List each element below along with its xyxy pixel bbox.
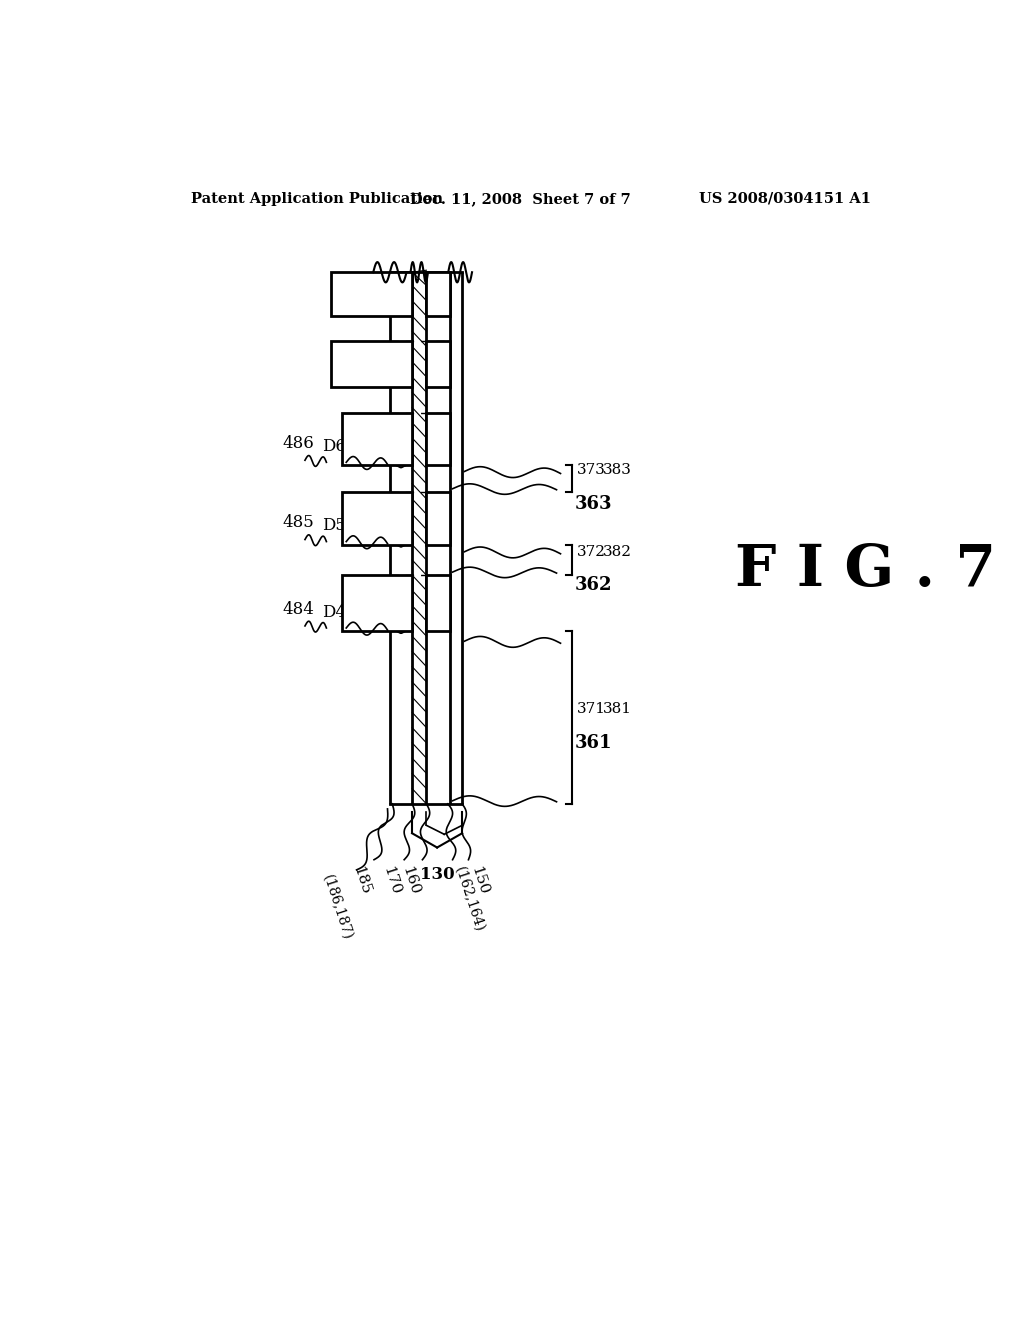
Bar — [426, 492, 451, 545]
Bar — [342, 576, 412, 631]
Text: 363: 363 — [574, 495, 612, 513]
Bar — [342, 492, 412, 545]
Text: 372: 372 — [577, 545, 605, 558]
Bar — [331, 342, 412, 387]
Bar — [426, 342, 451, 387]
Bar — [426, 272, 451, 315]
Text: Dec. 11, 2008  Sheet 7 of 7: Dec. 11, 2008 Sheet 7 of 7 — [410, 191, 631, 206]
Text: Patent Application Publication: Patent Application Publication — [191, 191, 443, 206]
Bar — [426, 413, 451, 466]
Bar — [331, 272, 412, 315]
Text: F I G . 7: F I G . 7 — [735, 543, 996, 598]
Text: (186,187): (186,187) — [321, 873, 355, 942]
Bar — [426, 576, 451, 631]
Text: 484: 484 — [283, 601, 314, 618]
Text: 362: 362 — [574, 577, 612, 594]
Text: D6: D6 — [323, 438, 346, 455]
Text: 185: 185 — [350, 865, 373, 896]
Text: 371: 371 — [577, 702, 605, 717]
Text: US 2008/0304151 A1: US 2008/0304151 A1 — [699, 191, 871, 206]
Text: 150: 150 — [468, 865, 490, 896]
Text: 486: 486 — [283, 436, 314, 453]
Text: D5: D5 — [323, 517, 346, 535]
Bar — [342, 413, 412, 466]
Text: 170: 170 — [380, 865, 402, 896]
Text: D4: D4 — [323, 603, 346, 620]
Text: 381: 381 — [602, 702, 632, 717]
Text: (162,164): (162,164) — [452, 865, 486, 933]
Text: 383: 383 — [602, 463, 632, 478]
Text: 485: 485 — [283, 515, 314, 532]
Text: 361: 361 — [574, 734, 612, 752]
Text: 373: 373 — [577, 463, 605, 478]
Text: 160: 160 — [399, 865, 422, 898]
Text: 130: 130 — [420, 866, 455, 883]
Text: 382: 382 — [602, 545, 632, 558]
